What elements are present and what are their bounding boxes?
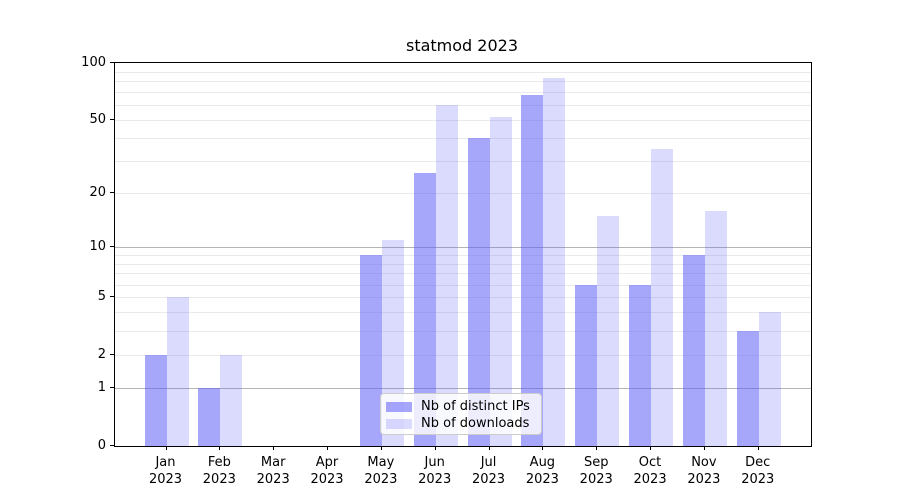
- bar-distinct-ips-may: [359, 254, 382, 446]
- x-tick-label-jul: Jul 2023: [471, 455, 506, 487]
- y-tick-mark-0: [110, 445, 114, 446]
- y-tick-mark-50: [110, 118, 114, 120]
- x-tick-mark-aug: [542, 446, 544, 450]
- legend-label-distinct-ips: Nb of distinct IPs: [421, 399, 530, 414]
- x-tick-mark-jul: [488, 446, 490, 450]
- x-tick-label-dec: Dec 2023: [741, 455, 775, 487]
- bar-distinct-ips-sep: [575, 284, 598, 446]
- bar-downloads-nov: [704, 210, 727, 446]
- x-tick-label-nov: Nov 2023: [687, 455, 721, 487]
- y-tick-mark-2: [110, 353, 114, 355]
- x-tick-label-may: May 2023: [364, 455, 398, 487]
- grid-line-8: [115, 263, 811, 265]
- x-tick-mark-jan: [165, 446, 167, 450]
- y-tick-mark-1: [110, 387, 114, 389]
- legend: Nb of distinct IPs Nb of downloads: [380, 393, 542, 435]
- x-tick-label-oct: Oct 2023: [633, 455, 667, 487]
- bar-distinct-ips-jan: [144, 354, 167, 446]
- x-tick-label-feb: Feb 2023: [202, 455, 236, 487]
- grid-line-10: [115, 247, 811, 248]
- y-tick-label-5: 5: [97, 289, 106, 305]
- legend-row-distinct-ips: Nb of distinct IPs: [386, 398, 535, 415]
- grid-line-4: [115, 312, 811, 314]
- x-tick-mark-dec: [757, 446, 759, 450]
- bar-downloads-aug: [543, 78, 566, 446]
- legend-swatch-downloads-icon: [386, 418, 412, 429]
- y-tick-label-20: 20: [89, 185, 106, 201]
- grid-line-1: [115, 388, 811, 390]
- bar-downloads-jul: [489, 116, 512, 446]
- bar-downloads-jun: [435, 104, 458, 446]
- x-tick-mark-apr: [327, 446, 329, 450]
- legend-swatch-distinct-ips-icon: [386, 401, 412, 412]
- grid-line-40: [115, 137, 811, 139]
- grid-line-20: [115, 193, 811, 195]
- grid-line-30: [115, 161, 811, 163]
- y-tick-label-0: 0: [97, 438, 106, 453]
- x-tick-mark-mar: [273, 446, 275, 450]
- y-tick-label-10: 10: [89, 239, 106, 254]
- plot-area: [114, 62, 812, 447]
- bar-distinct-ips-jun: [413, 172, 436, 446]
- bar-downloads-oct: [651, 148, 674, 446]
- bar-distinct-ips-feb: [198, 388, 221, 446]
- bar-distinct-ips-nov: [682, 254, 705, 446]
- grid-line-60: [115, 104, 811, 106]
- x-tick-mark-jun: [434, 446, 436, 450]
- grid-line-90: [115, 71, 811, 73]
- legend-row-downloads: Nb of downloads: [386, 415, 535, 432]
- x-tick-label-jan: Jan 2023: [148, 455, 183, 487]
- grid-line-50: [115, 119, 811, 121]
- bar-downloads-jan: [166, 297, 189, 446]
- bar-distinct-ips-jul: [467, 137, 490, 446]
- x-tick-mark-oct: [650, 446, 652, 450]
- x-tick-label-sep: Sep 2023: [579, 455, 613, 487]
- bar-distinct-ips-dec: [736, 330, 759, 446]
- x-tick-label-apr: Apr 2023: [310, 455, 344, 487]
- grid-line-2: [115, 354, 811, 356]
- bar-downloads-dec: [758, 312, 781, 446]
- x-tick-mark-sep: [596, 446, 598, 450]
- y-tick-mark-20: [110, 192, 114, 194]
- bar-downloads-feb: [220, 354, 243, 446]
- x-tick-mark-feb: [219, 446, 221, 450]
- bar-downloads-sep: [597, 215, 620, 446]
- grid-line-5: [115, 297, 811, 299]
- y-tick-mark-5: [110, 296, 114, 298]
- y-tick-mark-10: [110, 246, 114, 247]
- grid-line-7: [115, 273, 811, 275]
- grid-line-80: [115, 81, 811, 83]
- y-tick-mark-100: [110, 62, 114, 63]
- x-tick-label-mar: Mar 2023: [256, 455, 290, 487]
- chart-title: statmod 2023: [405, 36, 519, 55]
- bar-distinct-ips-aug: [521, 94, 544, 446]
- x-tick-mark-nov: [703, 446, 705, 450]
- y-tick-label-1: 1: [97, 380, 106, 396]
- y-tick-label-50: 50: [89, 111, 106, 127]
- y-tick-label-2: 2: [97, 346, 106, 362]
- x-tick-mark-may: [380, 446, 382, 450]
- grid-line-3: [115, 330, 811, 332]
- x-tick-label-aug: Aug 2023: [525, 455, 559, 487]
- grid-line-6: [115, 284, 811, 286]
- bar-distinct-ips-oct: [629, 284, 652, 446]
- grid-line-70: [115, 92, 811, 94]
- legend-label-downloads: Nb of downloads: [421, 416, 530, 431]
- x-tick-label-jun: Jun 2023: [418, 455, 452, 487]
- grid-line-9: [115, 254, 811, 256]
- y-tick-label-100: 100: [81, 55, 106, 70]
